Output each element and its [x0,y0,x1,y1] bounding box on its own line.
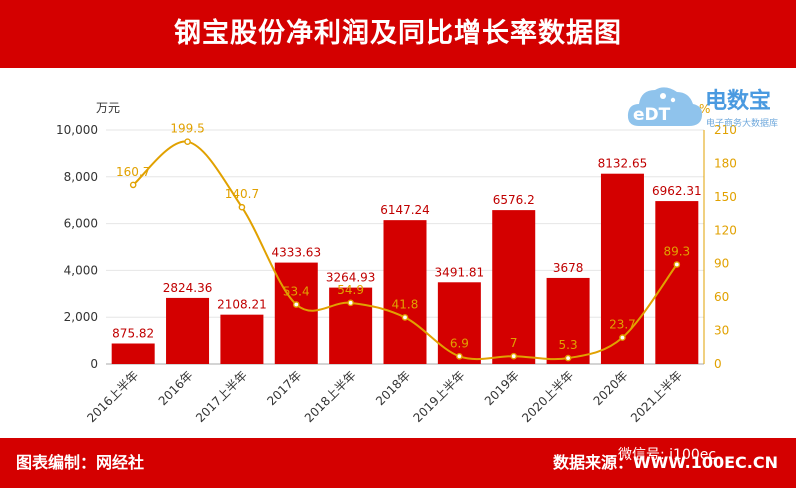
growth-point [564,354,572,362]
growth-value-label: 160.7 [116,165,150,179]
data-source: 数据来源：WWW.100EC.CN [552,453,778,472]
growth-point [456,353,463,360]
y2-tick-label: 60 [714,290,729,304]
x-tick-label: 2019年 [482,368,522,408]
y-tick-label: 4,000 [64,263,98,277]
wechat-id: 微信号: i100ec [618,444,716,464]
bar-value-label: 8132.65 [598,157,648,171]
page-title: 钢宝股份净利润及同比增长率数据图 [174,18,622,49]
growth-point [292,301,300,308]
bar [546,277,590,364]
growth-line [132,140,678,361]
chart-compiler: 图表编制：网经社 [16,453,145,472]
growth-value-label: 6.9 [450,336,469,350]
x-tick-label: 2017年 [264,368,304,408]
growth-value-label: 23.7 [609,318,636,332]
cloud-logo-icon: eDT 电数宝 电子商务大数据库 [627,87,778,129]
growth-point [673,261,681,268]
y-tick-label: 0 [90,357,98,371]
y2-tick-label: 150 [714,190,737,204]
growth-point [238,203,246,211]
bar [111,343,155,364]
bar-value-label: 2108.21 [217,298,267,312]
y-tick-label: 10,000 [56,123,98,137]
y-tick-label: 6,000 [64,217,98,231]
y2-tick-label: 210 [714,123,737,137]
bar-value-label: 3264.93 [326,271,376,285]
x-tick-label: 2017上半年 [193,368,250,425]
y2-tick-label: 30 [714,324,729,338]
x-tick-label: 2018上半年 [302,368,359,425]
bar [655,201,699,364]
y2-tick-label: 90 [714,257,729,271]
growth-value-label: 54.9 [337,283,364,297]
x-tick-label: 2020年 [591,368,631,408]
logo-mark: eDT [633,105,671,125]
bar-value-label: 6576.2 [493,193,535,207]
growth-value-label: 41.8 [392,297,419,311]
growth-point [347,299,354,307]
x-tick-label: 2018年 [373,368,413,408]
y-axis-label: 万元 [96,101,120,115]
bar-value-label: 875.82 [112,327,154,341]
bar-value-label: 3678 [553,261,584,275]
growth-point [129,181,137,189]
chart-svg: 0 2,000 4,000 6,000 8,000 10,000 0 30 60 90 120 150… [56,101,737,425]
bar-value-label: 3491.81 [435,265,485,279]
y2-axis-label: % [699,102,710,116]
x-tick-label: 2021上半年 [628,368,685,425]
bar [600,173,644,364]
bar [274,262,318,364]
y-tick-label: 2,000 [64,310,98,324]
growth-point [184,138,191,145]
growth-point [510,352,518,360]
growth-value-label: 7 [510,336,518,350]
bar-value-label: 6147.24 [380,203,430,217]
y-tick-label: 8,000 [64,170,98,184]
x-tick-label: 2016年 [156,368,196,408]
x-tick-label: 2020上半年 [519,368,576,425]
growth-value-label: 140.7 [225,187,259,201]
y2-tick-label: 180 [714,156,737,170]
bar-value-label: 6962.31 [652,184,702,198]
growth-value-label: 5.3 [559,338,578,352]
y2-tick-label: 120 [714,223,737,237]
x-tick-label: 2019上半年 [411,368,468,425]
growth-value-label: 89.3 [663,244,690,258]
bar [492,210,536,364]
growth-value-label: 53.4 [283,284,310,298]
chart-area: 0 2,000 4,000 6,000 8,000 10,000 0 30 60 90 120 150… [0,68,796,438]
bar [383,220,427,364]
y2-tick-label: 0 [714,357,722,371]
brand-logo: eDT 电数宝 电子商务大数据库 [625,74,790,136]
bar [437,282,481,364]
footer-bar: 图表编制：网经社 数据来源：WWW.100EC.CN [0,438,796,488]
logo-tagline: 电子商务大数据库 [706,117,778,129]
growth-point [619,334,626,341]
growth-point [401,314,409,321]
bar [166,297,210,364]
bar [329,287,373,364]
bar-value-label: 2824.36 [163,281,213,295]
logo-name: 电数宝 [705,88,771,114]
bar-value-label: 4333.63 [271,246,321,260]
wechat-id-text: 微信号: i100ec [618,447,717,463]
header-bar: 钢宝股份净利润及同比增长率数据图 [0,0,796,68]
x-tick-label: 2016上半年 [84,368,141,425]
bar [220,314,264,364]
growth-value-label: 199.5 [170,122,204,136]
